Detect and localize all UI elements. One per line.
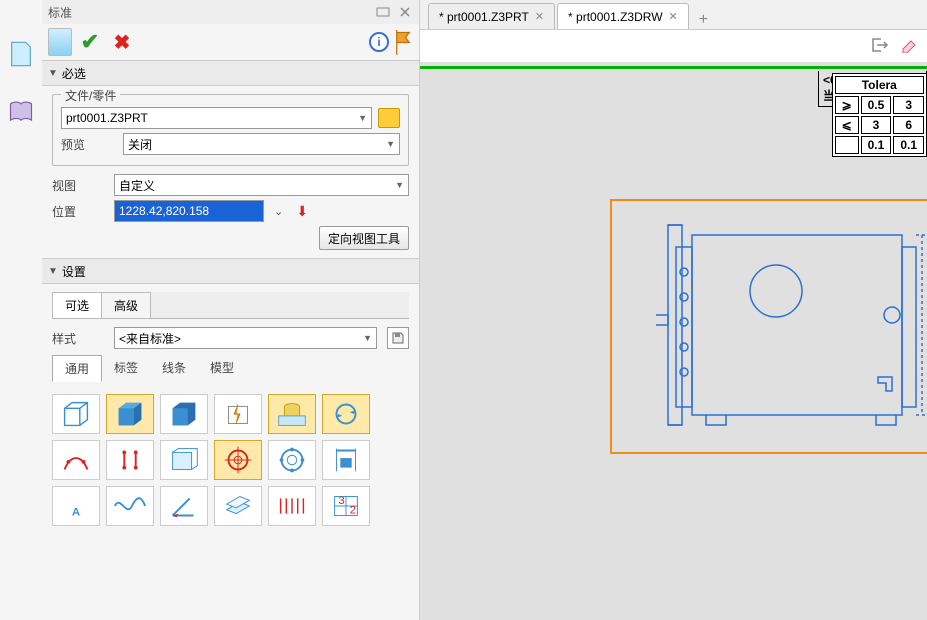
panel-title: 标准 (48, 4, 369, 21)
tab-labels[interactable]: 标签 (102, 355, 150, 382)
close-icon[interactable]: ✕ (669, 10, 678, 23)
preview-select[interactable]: 关闭 ▼ (123, 133, 400, 155)
section-settings[interactable]: ▼ 设置 (42, 258, 419, 284)
orient-view-button[interactable]: 定向视图工具 (319, 226, 409, 250)
rotate-icon[interactable] (322, 394, 370, 434)
book-icon[interactable] (7, 98, 35, 126)
view-label: 视图 (52, 177, 108, 194)
tab-optional[interactable]: 可选 (52, 292, 102, 318)
chevron-down-icon: ▼ (395, 180, 404, 190)
svg-text:3: 3 (338, 495, 344, 507)
waves-icon[interactable] (268, 486, 316, 526)
target-icon[interactable] (214, 440, 262, 480)
tab-advanced[interactable]: 高级 (101, 292, 151, 318)
chevron-down-icon: ▼ (386, 139, 395, 149)
new-tab-icon[interactable]: + (691, 11, 716, 29)
shaded-cube-icon[interactable] (106, 394, 154, 434)
tab-model[interactable]: 模型 (198, 355, 246, 382)
eraser-icon[interactable] (899, 37, 917, 56)
numbered-grid-icon[interactable]: 32 (322, 486, 370, 526)
collapse-icon: ▼ (48, 266, 58, 277)
style-label: 样式 (52, 330, 108, 347)
folder-icon[interactable] (378, 108, 400, 128)
ok-icon[interactable]: ✔ (76, 28, 104, 56)
view-select[interactable]: 自定义 ▼ (114, 174, 409, 196)
svg-text:2: 2 (350, 505, 356, 517)
close-panel-icon[interactable] (397, 4, 413, 20)
flag-icon[interactable] (393, 32, 413, 52)
drawing-canvas[interactable]: Tolera ⩾0.53 ⩽36 0.10.1 <0.5 specify d 当… (420, 66, 927, 620)
sheet-icon[interactable] (48, 28, 72, 56)
cancel-icon[interactable]: ✖ (108, 28, 136, 56)
angle-icon[interactable] (160, 486, 208, 526)
close-icon[interactable]: ✕ (535, 10, 544, 23)
cylinder-icon[interactable] (268, 394, 316, 434)
tolerance-table: Tolera ⩾0.53 ⩽36 0.10.1 (832, 73, 927, 157)
bearing-icon[interactable] (268, 440, 316, 480)
chevron-down-icon: ▼ (363, 333, 372, 343)
position-label: 位置 (52, 203, 108, 220)
page-icon[interactable] (7, 40, 35, 68)
expand-icon[interactable]: ⌄ (270, 205, 287, 218)
position-input[interactable]: 1228.42,820.158 (114, 200, 264, 222)
flash-cube-icon[interactable] (214, 394, 262, 434)
svg-text:A: A (72, 507, 80, 519)
sheet-stack-icon[interactable] (214, 486, 262, 526)
info-icon[interactable]: i (369, 32, 389, 52)
chevron-down-icon: ▼ (358, 113, 367, 123)
dimension-icon[interactable] (322, 440, 370, 480)
exit-icon[interactable] (869, 37, 889, 56)
letter-a-icon[interactable]: A (52, 486, 100, 526)
wireframe-cube-icon[interactable] (52, 394, 100, 434)
solid-cube-icon[interactable] (160, 394, 208, 434)
box-corner-icon[interactable] (160, 440, 208, 480)
filename-select[interactable]: prt0001.Z3PRT ▼ (61, 107, 372, 129)
file-group-label: 文件/零件 (61, 87, 120, 104)
save-icon[interactable] (387, 327, 409, 349)
file-tab-drw[interactable]: * prt0001.Z3DRW ✕ (557, 3, 689, 29)
wave-icon[interactable] (106, 486, 154, 526)
part-drawing (646, 217, 927, 437)
file-tab-prt[interactable]: * prt0001.Z3PRT ✕ (428, 3, 555, 29)
collapse-icon: ▼ (48, 68, 58, 79)
tab-lines[interactable]: 线条 (150, 355, 198, 382)
preview-label: 预览 (61, 136, 117, 153)
style-select[interactable]: <来自标准> ▼ (114, 327, 377, 349)
tab-general[interactable]: 通用 (52, 355, 102, 382)
parallel-lines-icon[interactable] (106, 440, 154, 480)
tangent-icon[interactable] (52, 440, 100, 480)
style-icon-grid: A 32 (52, 388, 409, 532)
section-required[interactable]: ▼ 必选 (42, 60, 419, 86)
minimize-icon[interactable] (375, 4, 391, 20)
download-icon[interactable]: ⬇ (293, 202, 311, 220)
